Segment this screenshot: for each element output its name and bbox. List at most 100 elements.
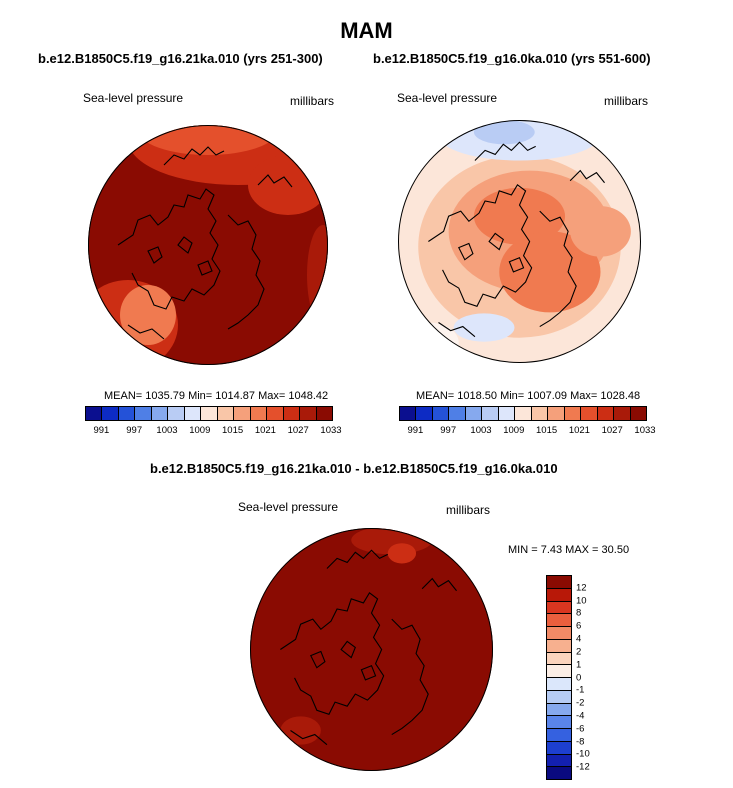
- colorbar-level-label: 6: [576, 620, 582, 632]
- field-region: [398, 322, 459, 363]
- coastline: [280, 591, 385, 715]
- colorbar-swatch: [201, 407, 218, 420]
- colorbar-tick-label: 1033: [634, 425, 656, 436]
- colorbar-swatch: [102, 407, 119, 420]
- difference-variable: Sea-level pressure: [238, 500, 339, 514]
- colorbar-swatch: [234, 407, 251, 420]
- colorbar-swatch: [267, 407, 284, 420]
- field-region: [307, 225, 328, 325]
- colorbar-swatch: [564, 407, 582, 420]
- coastline: [539, 210, 577, 328]
- coastline: [421, 577, 457, 592]
- panel2-polar-map: [398, 120, 641, 363]
- panel2-stats: MEAN= 1018.50 Min= 1007.09 Max= 1028.48: [416, 390, 641, 402]
- colorbar-swatch: [498, 407, 516, 420]
- panel1-stats: MEAN= 1035.79 Min= 1014.87 Max= 1048.42: [104, 390, 329, 402]
- coastline: [428, 183, 533, 307]
- colorbar-swatch: [250, 407, 268, 420]
- coastline: [197, 260, 213, 276]
- colorbar-tick-label: 997: [440, 425, 457, 436]
- colorbar-swatch: [547, 689, 571, 703]
- coastline: [257, 174, 293, 188]
- colorbar-level-label: -8: [576, 736, 585, 748]
- map-field: [398, 120, 641, 363]
- field-region: [120, 285, 176, 345]
- coastline: [391, 618, 429, 736]
- coastline: [457, 242, 474, 261]
- colorbar-level-label: -4: [576, 710, 585, 722]
- panel1-title: b.e12.B1850C5.f19_g16.21ka.010 (yrs 251-…: [38, 51, 323, 66]
- coastline: [163, 146, 225, 166]
- colorbar-swatch: [283, 407, 301, 420]
- colorbar-level-label: -12: [576, 761, 590, 773]
- colorbar-swatch: [432, 407, 450, 420]
- map-boundary: [250, 528, 493, 771]
- colorbar-level-label: 1: [576, 659, 582, 671]
- panel1-colorbar: [85, 406, 333, 421]
- colorbar-swatch: [547, 728, 571, 741]
- colorbar-level-label: -6: [576, 723, 585, 735]
- colorbar-swatch: [515, 407, 532, 420]
- colorbar-swatch: [547, 576, 571, 588]
- coastline: [438, 322, 476, 338]
- colorbar-swatch: [547, 651, 571, 665]
- field-region: [248, 155, 328, 215]
- field-region: [499, 231, 601, 313]
- map-field: [88, 125, 328, 365]
- difference-minmax: MIN = 7.43 MAX = 30.50: [508, 544, 630, 556]
- panel2-title: b.e12.B1850C5.f19_g16.0ka.010 (yrs 551-6…: [373, 51, 651, 66]
- colorbar-tick-label: 991: [93, 425, 110, 436]
- panel2-colorbar: [399, 406, 647, 421]
- coastline: [117, 188, 221, 310]
- colorbar-level-label: 0: [576, 672, 582, 683]
- colorbar-level-label: 8: [576, 607, 582, 619]
- colorbar-tick-label: 1009: [503, 425, 525, 436]
- field-region: [387, 543, 417, 564]
- coastline: [340, 640, 356, 659]
- coastline: [309, 650, 326, 669]
- coastline: [488, 232, 504, 251]
- colorbar-level-label: -2: [576, 697, 585, 709]
- difference-title: b.e12.B1850C5.f19_g16.21ka.010 - b.e12.B…: [150, 461, 558, 476]
- field-region: [280, 716, 321, 745]
- colorbar-swatch: [547, 766, 571, 779]
- coastline: [147, 246, 163, 264]
- colorbar-swatch: [217, 407, 235, 420]
- difference-units: millibars: [446, 503, 491, 517]
- colorbar-tick-label: 1015: [222, 425, 244, 436]
- colorbar-level-label: 4: [576, 633, 582, 645]
- colorbar-swatch: [416, 407, 433, 420]
- coastline: [360, 664, 377, 681]
- difference-colorbar: [546, 575, 572, 780]
- colorbar-tick-label: 1015: [536, 425, 558, 436]
- map-boundary: [398, 120, 641, 363]
- colorbar-swatch: [300, 407, 317, 420]
- difference-polar-map: [250, 528, 493, 771]
- colorbar-swatch: [547, 677, 571, 690]
- colorbar-tick-label: 1027: [287, 425, 309, 436]
- colorbar-swatch: [151, 407, 169, 420]
- colorbar-tick-label: 991: [407, 425, 424, 436]
- colorbar-swatch: [531, 407, 549, 420]
- field-region: [473, 187, 566, 245]
- coastline: [227, 214, 265, 330]
- panel2-variable: Sea-level pressure: [397, 91, 498, 105]
- colorbar-swatch: [614, 407, 631, 420]
- colorbar-tick-label: 1009: [189, 425, 211, 436]
- colorbar-swatch: [118, 407, 136, 420]
- colorbar-swatch: [168, 407, 185, 420]
- colorbar-tick-label: 1021: [254, 425, 276, 436]
- colorbar-tick-label: 1033: [320, 425, 342, 436]
- coastline: [177, 236, 193, 254]
- colorbar-tick-label: 1021: [568, 425, 590, 436]
- map-field: [250, 528, 493, 771]
- colorbar-swatch: [482, 407, 499, 420]
- colorbar-level-label: 12: [576, 582, 587, 594]
- colorbar-tick-label: 997: [126, 425, 143, 436]
- colorbar-swatch: [547, 702, 571, 716]
- coastline: [290, 730, 328, 746]
- colorbar-swatch: [547, 740, 571, 754]
- colorbar-swatch: [547, 587, 571, 601]
- colorbar-swatch: [449, 407, 466, 420]
- colorbar-swatch: [86, 407, 103, 420]
